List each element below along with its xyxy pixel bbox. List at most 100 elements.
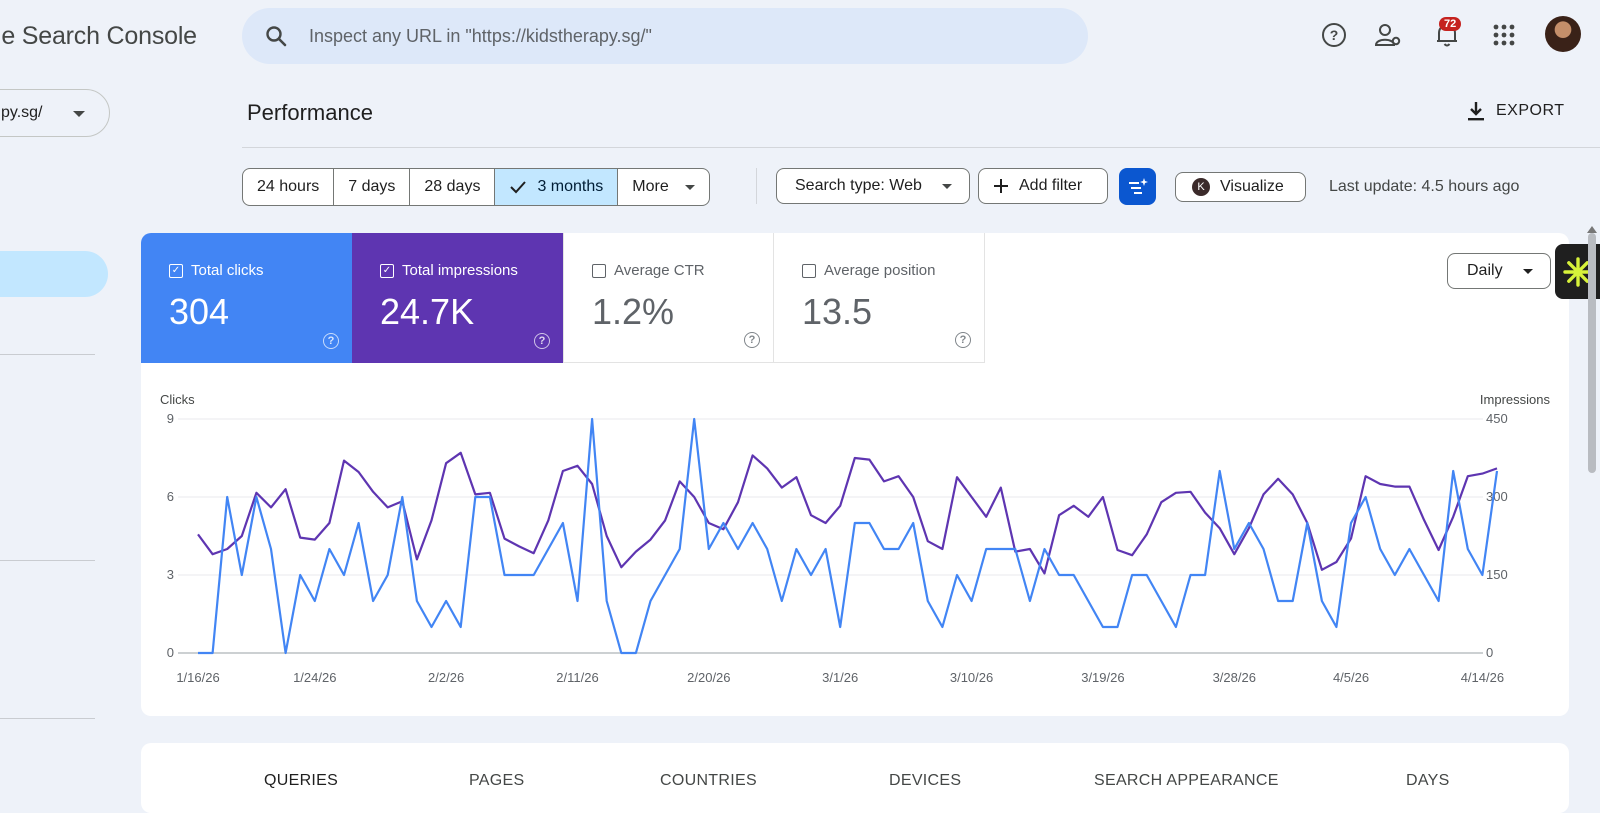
- x-tick-label: 2/11/26: [556, 670, 598, 685]
- tab-devices[interactable]: DEVICES: [889, 772, 962, 789]
- sidebar-divider: [0, 718, 95, 719]
- tab-days[interactable]: DAYS: [1406, 772, 1450, 789]
- metric-total-impressions[interactable]: ✓ Total impressions 24.7K ?: [352, 233, 563, 363]
- chevron-down-icon: [1522, 268, 1533, 274]
- chevron-down-icon: [941, 183, 952, 189]
- tab-pages[interactable]: PAGES: [469, 772, 525, 789]
- metric-label: Average position: [824, 262, 936, 279]
- property-selector[interactable]: py.sg/: [0, 89, 110, 137]
- help-icon[interactable]: ?: [534, 333, 550, 349]
- app-title[interactable]: le Search Console: [0, 22, 197, 50]
- range-label: 7 days: [348, 178, 396, 195]
- page-title: Performance: [247, 100, 373, 125]
- range-label: 24 hours: [257, 178, 320, 195]
- checkbox-icon[interactable]: [592, 263, 606, 278]
- plus-icon: [994, 179, 1008, 193]
- apps-grid-icon[interactable]: [1489, 20, 1519, 50]
- visualize-button[interactable]: K Visualize: [1175, 172, 1306, 202]
- x-tick-label: 3/28/26: [1213, 670, 1256, 685]
- download-icon: [1468, 102, 1484, 121]
- search-placeholder: Inspect any URL in "https://kidstherapy.…: [309, 26, 652, 46]
- help-icon[interactable]: ?: [744, 332, 760, 348]
- right-tick-label: 300: [1486, 489, 1508, 504]
- granularity-select[interactable]: Daily: [1447, 253, 1551, 289]
- help-icon[interactable]: ?: [1319, 20, 1349, 50]
- x-tick-label: 4/14/26: [1461, 670, 1504, 685]
- date-range-group: 24 hours 7 days 28 days 3 months More: [242, 168, 710, 206]
- sidebar-divider: [0, 560, 95, 561]
- metric-value: 304: [169, 291, 230, 332]
- series-line-impressions: [197, 451, 1498, 575]
- visualize-label: Visualize: [1220, 178, 1284, 195]
- help-icon[interactable]: ?: [323, 333, 339, 349]
- search-icon: [264, 24, 288, 53]
- chevron-down-icon: [73, 111, 85, 117]
- range-label: More: [632, 178, 669, 195]
- avatar[interactable]: [1545, 16, 1581, 52]
- metric-label: Average CTR: [614, 262, 705, 279]
- chevron-down-icon: [684, 184, 695, 190]
- metric-total-clicks[interactable]: ✓ Total clicks 304 ?: [141, 233, 352, 363]
- sidebar-item-performance[interactable]: [0, 251, 108, 297]
- last-update-text: Last update: 4.5 hours ago: [1329, 178, 1520, 195]
- x-tick-label: 4/5/26: [1333, 670, 1369, 685]
- left-tick-label: 3: [167, 567, 174, 582]
- right-tick-label: 150: [1486, 567, 1508, 582]
- export-label: EXPORT: [1496, 102, 1565, 119]
- x-tick-label: 3/10/26: [950, 670, 993, 685]
- check-icon: [510, 181, 527, 194]
- checkbox-checked-icon[interactable]: ✓: [380, 263, 394, 278]
- left-tick-label: 0: [167, 645, 174, 660]
- range-more[interactable]: More: [618, 169, 708, 205]
- range-7-days[interactable]: 7 days: [334, 169, 411, 205]
- svg-text:?: ?: [1330, 27, 1339, 43]
- x-tick-label: 3/1/26: [822, 670, 858, 685]
- sparkle-filter-icon: [1128, 177, 1148, 194]
- search-type-label: Search type: Web: [795, 177, 922, 194]
- ai-filter-button[interactable]: [1119, 168, 1156, 205]
- metric-label: Total clicks: [191, 262, 264, 279]
- range-28-days[interactable]: 28 days: [410, 169, 496, 205]
- scroll-up-arrow[interactable]: [1587, 226, 1597, 233]
- metric-value: 1.2%: [592, 291, 675, 332]
- export-button[interactable]: EXPORT: [1466, 100, 1565, 122]
- help-icon[interactable]: ?: [955, 332, 971, 348]
- performance-line-chart: Clicks Impressions 0 3 6 9 0 150 300 450 1/16/26…: [160, 392, 1551, 685]
- manage-users-icon[interactable]: [1374, 20, 1404, 50]
- metric-average-position[interactable]: Average position 13.5 ?: [774, 233, 985, 363]
- extension-logo-icon: K: [1192, 178, 1210, 196]
- sidebar-divider: [0, 354, 95, 355]
- x-tick-label: 2/20/26: [687, 670, 730, 685]
- metric-label: Total impressions: [402, 262, 518, 279]
- tab-search-appearance[interactable]: SEARCH APPEARANCE: [1094, 772, 1279, 789]
- left-tick-label: 6: [167, 489, 174, 504]
- range-3-months[interactable]: 3 months: [495, 169, 619, 205]
- checkbox-checked-icon[interactable]: ✓: [169, 263, 183, 278]
- right-tick-label: 0: [1486, 645, 1493, 660]
- tab-countries[interactable]: COUNTRIES: [660, 772, 757, 789]
- header-divider: [242, 147, 1600, 148]
- property-label: py.sg/: [1, 104, 43, 121]
- left-axis-label: Clicks: [160, 392, 195, 407]
- filter-divider: [756, 168, 757, 204]
- x-tick-label: 1/24/26: [293, 670, 336, 685]
- search-type-filter[interactable]: Search type: Web: [776, 168, 970, 204]
- performance-chart-card: ✓ Total clicks 304 ? ✓ Total impressions 2…: [141, 233, 1569, 716]
- series-line-clicks: [198, 417, 1499, 655]
- add-filter-button[interactable]: Add filter: [978, 168, 1108, 204]
- range-24-hours[interactable]: 24 hours: [243, 169, 335, 205]
- tab-queries[interactable]: QUERIES: [264, 772, 339, 789]
- dimension-tabs-card: [141, 743, 1569, 813]
- metric-average-ctr[interactable]: Average CTR 1.2% ?: [563, 233, 774, 363]
- x-tick-label: 1/16/26: [176, 670, 219, 685]
- metric-value: 24.7K: [380, 291, 475, 332]
- checkbox-icon[interactable]: [802, 263, 816, 278]
- url-inspect-search[interactable]: Inspect any URL in "https://kidstherapy.…: [242, 8, 1088, 64]
- right-axis-label: Impressions: [1480, 392, 1551, 407]
- left-tick-label: 9: [167, 411, 174, 426]
- scrollbar-thumb[interactable]: [1588, 233, 1596, 473]
- x-tick-label: 3/19/26: [1081, 670, 1124, 685]
- notification-badge: 72: [1439, 17, 1462, 31]
- range-label: 28 days: [424, 178, 481, 195]
- right-tick-label: 450: [1486, 411, 1508, 426]
